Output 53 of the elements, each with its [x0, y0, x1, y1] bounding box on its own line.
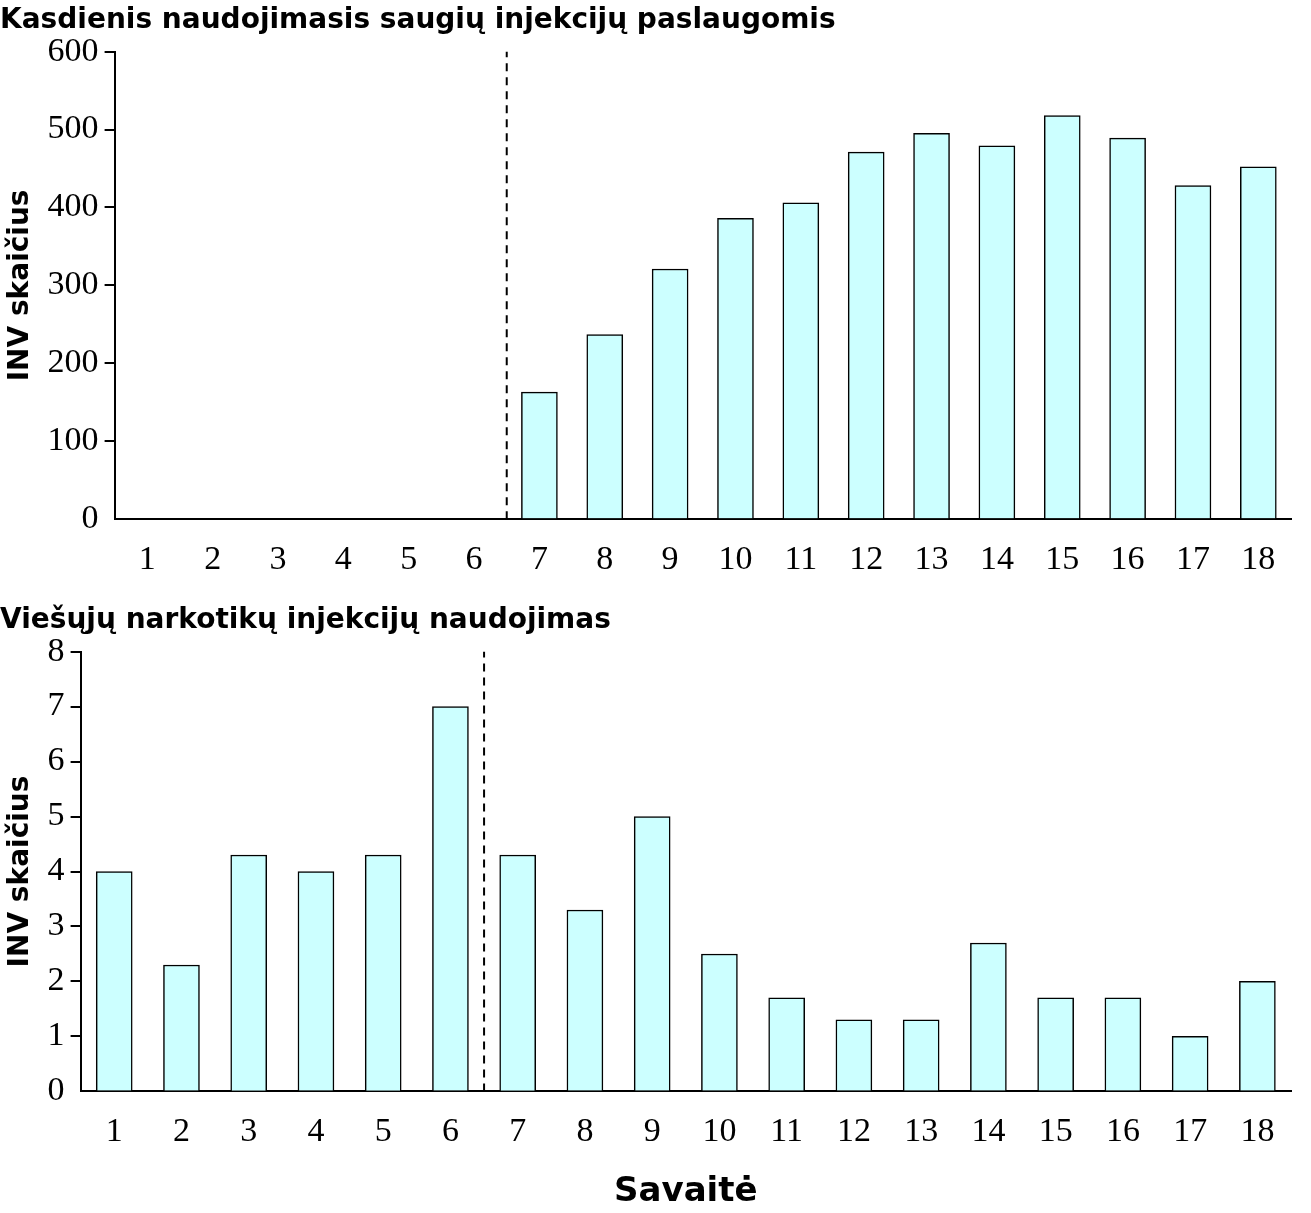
x-tick-label: 14 — [971, 1110, 1006, 1148]
x-tick-label: 5 — [374, 1110, 392, 1148]
y-axis-title: INV skaičius — [2, 775, 36, 968]
x-tick-label: 4 — [334, 538, 352, 576]
x-tick-label: 18 — [1241, 538, 1276, 576]
x-tick-label: 3 — [269, 538, 287, 576]
y-tick-label: 3 — [47, 905, 65, 943]
x-tick-label: 8 — [576, 1110, 594, 1148]
x-tick-label: 1 — [138, 538, 156, 576]
y-tick-label: 100 — [47, 420, 99, 458]
x-axis-title: Savaitė — [614, 1169, 758, 1210]
x-tick-label: 1 — [105, 1110, 123, 1148]
x-tick-label: 7 — [530, 538, 548, 576]
x-tick-label: 3 — [240, 1110, 258, 1148]
x-tick-label: 5 — [400, 538, 418, 576]
y-tick-label: 0 — [47, 1070, 65, 1108]
y-tick-label: 0 — [81, 498, 99, 536]
x-tick-label: 13 — [904, 1110, 939, 1148]
y-tick-label: 400 — [47, 186, 99, 224]
x-tick-label: 2 — [204, 538, 222, 576]
x-tick-label: 4 — [307, 1110, 325, 1148]
x-tick-label: 11 — [770, 1110, 804, 1148]
x-tick-label: 17 — [1173, 1110, 1208, 1148]
x-tick-label: 18 — [1240, 1110, 1275, 1148]
x-tick-label: 8 — [596, 538, 614, 576]
x-tick-label: 15 — [1038, 1110, 1073, 1148]
x-tick-label: 16 — [1105, 1110, 1140, 1148]
x-tick-label: 13 — [914, 538, 949, 576]
y-axis-title: INV skaičius — [2, 189, 36, 382]
x-tick-label: 9 — [643, 1110, 661, 1148]
y-tick-label: 6 — [47, 740, 65, 778]
x-tick-label: 12 — [849, 538, 884, 576]
y-tick-label: 200 — [47, 342, 99, 380]
y-tick-label: 7 — [47, 685, 65, 723]
x-tick-label: 6 — [465, 538, 483, 576]
y-tick-label: 1 — [47, 1015, 65, 1053]
y-tick-label: 2 — [47, 960, 65, 998]
x-tick-label: 15 — [1045, 538, 1080, 576]
x-tick-label: 11 — [784, 538, 818, 576]
x-tick-label: 14 — [979, 538, 1014, 576]
y-tick-label: 5 — [47, 795, 65, 833]
x-tick-label: 10 — [702, 1110, 737, 1148]
x-tick-label: 9 — [661, 538, 679, 576]
x-tick-label: 12 — [836, 1110, 871, 1148]
y-tick-label: 500 — [47, 108, 99, 146]
x-tick-label: 7 — [509, 1110, 527, 1148]
y-tick-label: 300 — [47, 264, 99, 302]
y-tick-label: 4 — [47, 850, 65, 888]
x-tick-label: 6 — [441, 1110, 459, 1148]
x-tick-label: 10 — [718, 538, 753, 576]
x-tick-label: 16 — [1110, 538, 1145, 576]
x-tick-label: 2 — [172, 1110, 190, 1148]
x-tick-label: 17 — [1175, 538, 1210, 576]
